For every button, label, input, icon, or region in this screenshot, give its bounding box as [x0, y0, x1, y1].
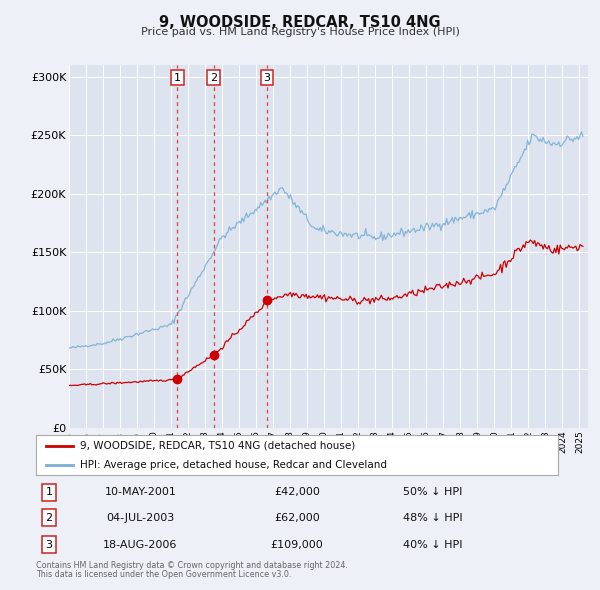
Text: 48% ↓ HPI: 48% ↓ HPI [403, 513, 463, 523]
Text: 3: 3 [46, 540, 53, 550]
Text: £109,000: £109,000 [271, 540, 323, 550]
Text: 04-JUL-2003: 04-JUL-2003 [106, 513, 175, 523]
Text: 9, WOODSIDE, REDCAR, TS10 4NG (detached house): 9, WOODSIDE, REDCAR, TS10 4NG (detached … [80, 441, 356, 451]
Text: 50% ↓ HPI: 50% ↓ HPI [403, 487, 463, 497]
Text: 2: 2 [46, 513, 53, 523]
Text: HPI: Average price, detached house, Redcar and Cleveland: HPI: Average price, detached house, Redc… [80, 460, 388, 470]
Text: 3: 3 [263, 73, 271, 83]
Text: Price paid vs. HM Land Registry's House Price Index (HPI): Price paid vs. HM Land Registry's House … [140, 27, 460, 37]
Text: 1: 1 [174, 73, 181, 83]
Text: 2: 2 [210, 73, 217, 83]
Text: 40% ↓ HPI: 40% ↓ HPI [403, 540, 463, 550]
Text: £42,000: £42,000 [274, 487, 320, 497]
Text: £62,000: £62,000 [274, 513, 320, 523]
Text: Contains HM Land Registry data © Crown copyright and database right 2024.: Contains HM Land Registry data © Crown c… [36, 560, 348, 569]
Text: 1: 1 [46, 487, 53, 497]
Text: 18-AUG-2006: 18-AUG-2006 [103, 540, 178, 550]
Text: 9, WOODSIDE, REDCAR, TS10 4NG: 9, WOODSIDE, REDCAR, TS10 4NG [159, 15, 441, 30]
Text: This data is licensed under the Open Government Licence v3.0.: This data is licensed under the Open Gov… [36, 570, 292, 579]
Text: 10-MAY-2001: 10-MAY-2001 [104, 487, 176, 497]
